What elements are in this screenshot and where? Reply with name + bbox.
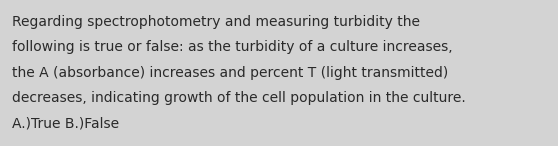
- Text: A.)True B.)False: A.)True B.)False: [12, 117, 119, 131]
- Text: the A (absorbance) increases and percent T (light transmitted): the A (absorbance) increases and percent…: [12, 66, 449, 80]
- Text: Regarding spectrophotometry and measuring turbidity the: Regarding spectrophotometry and measurin…: [12, 15, 420, 29]
- Text: following is true or false: as the turbidity of a culture increases,: following is true or false: as the turbi…: [12, 40, 453, 54]
- Text: decreases, indicating growth of the cell population in the culture.: decreases, indicating growth of the cell…: [12, 91, 466, 105]
